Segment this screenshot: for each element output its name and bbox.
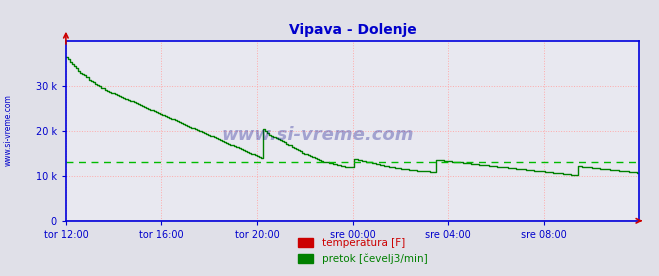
Text: www.si-vreme.com: www.si-vreme.com: [3, 94, 13, 166]
Title: Vipava - Dolenje: Vipava - Dolenje: [289, 23, 416, 38]
Text: www.si-vreme.com: www.si-vreme.com: [222, 126, 415, 144]
Legend: temperatura [F], pretok [čevelj3/min]: temperatura [F], pretok [čevelj3/min]: [293, 234, 432, 268]
